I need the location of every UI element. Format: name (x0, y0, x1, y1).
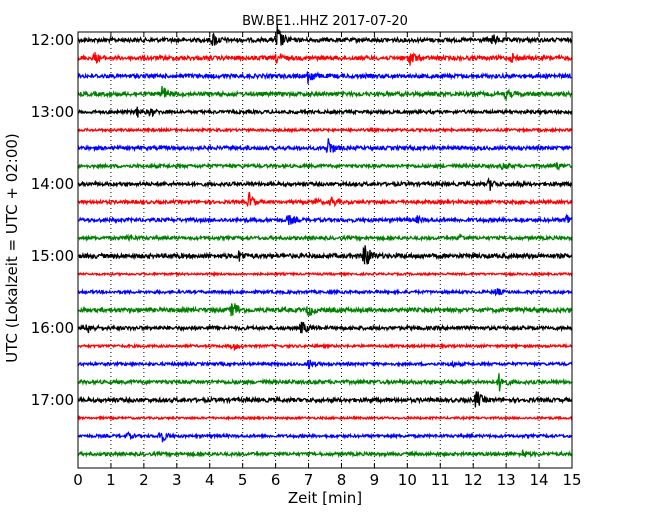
trace-layer (77, 24, 573, 459)
x-tick-label: 9 (370, 471, 380, 489)
trace-1315 (77, 126, 573, 134)
trace-1545 (77, 303, 573, 317)
trace-1645 (77, 373, 573, 392)
trace-1215 (77, 51, 573, 66)
y-tick-label: 12:00 (31, 31, 74, 49)
x-tick-label: 4 (205, 471, 215, 489)
x-tick-label: 7 (304, 471, 314, 489)
y-axis-label: UTC (Lokalzeit = UTC + 02:00) (3, 133, 21, 363)
trace-1400 (77, 176, 573, 191)
trace-1330 (77, 138, 573, 153)
x-tick-label: 11 (431, 471, 450, 489)
y-tick-label: 15:00 (31, 247, 74, 265)
x-tick-label: 6 (271, 471, 281, 489)
trace-1515 (77, 270, 573, 278)
x-tick-label: 12 (464, 471, 483, 489)
x-tick-label: 8 (337, 471, 347, 489)
trace-1345 (77, 161, 573, 171)
trace-1600 (77, 321, 573, 334)
trace-1415 (77, 191, 573, 208)
trace-1530 (77, 288, 573, 297)
trace-1445 (77, 232, 573, 243)
trace-1745 (77, 449, 573, 459)
trace-1230 (77, 71, 573, 84)
x-tick-label: 10 (398, 471, 417, 489)
trace-1730 (77, 431, 573, 443)
y-tick-label: 14:00 (31, 175, 74, 193)
x-tick-label: 5 (238, 471, 248, 489)
chart-title: BW.BE1..HHZ 2017-07-20 (242, 14, 408, 29)
x-tick-label: 0 (73, 471, 83, 489)
trace-1700 (77, 391, 573, 408)
x-tick-label: 1 (106, 471, 116, 489)
y-tick-label: 17:00 (31, 391, 74, 409)
y-tick-label: 16:00 (31, 319, 74, 337)
trace-1500 (77, 245, 573, 265)
y-axis-ticks: 12:00 13:00 14:00 15:00 16:00 17:00 (31, 31, 572, 409)
y-tick-label: 13:00 (31, 103, 74, 121)
trace-1200 (77, 24, 573, 46)
x-tick-label: 3 (172, 471, 182, 489)
trace-1715 (77, 414, 573, 422)
x-tick-label: 14 (530, 471, 549, 489)
x-tick-label: 15 (562, 471, 581, 489)
trace-1615 (77, 342, 573, 352)
x-tick-label: 13 (497, 471, 516, 489)
grid-lines (110, 32, 540, 468)
x-axis-ticks: 0 1 2 3 4 5 6 7 8 9 10 11 12 13 14 15 (73, 32, 582, 489)
trace-1430 (77, 213, 573, 226)
x-tick-label: 2 (139, 471, 149, 489)
plot-frame (77, 31, 573, 469)
trace-1630 (77, 359, 573, 370)
trace-1300 (77, 106, 573, 118)
trace-1245 (77, 85, 573, 102)
x-axis-label: Zeit [min] (288, 489, 362, 507)
